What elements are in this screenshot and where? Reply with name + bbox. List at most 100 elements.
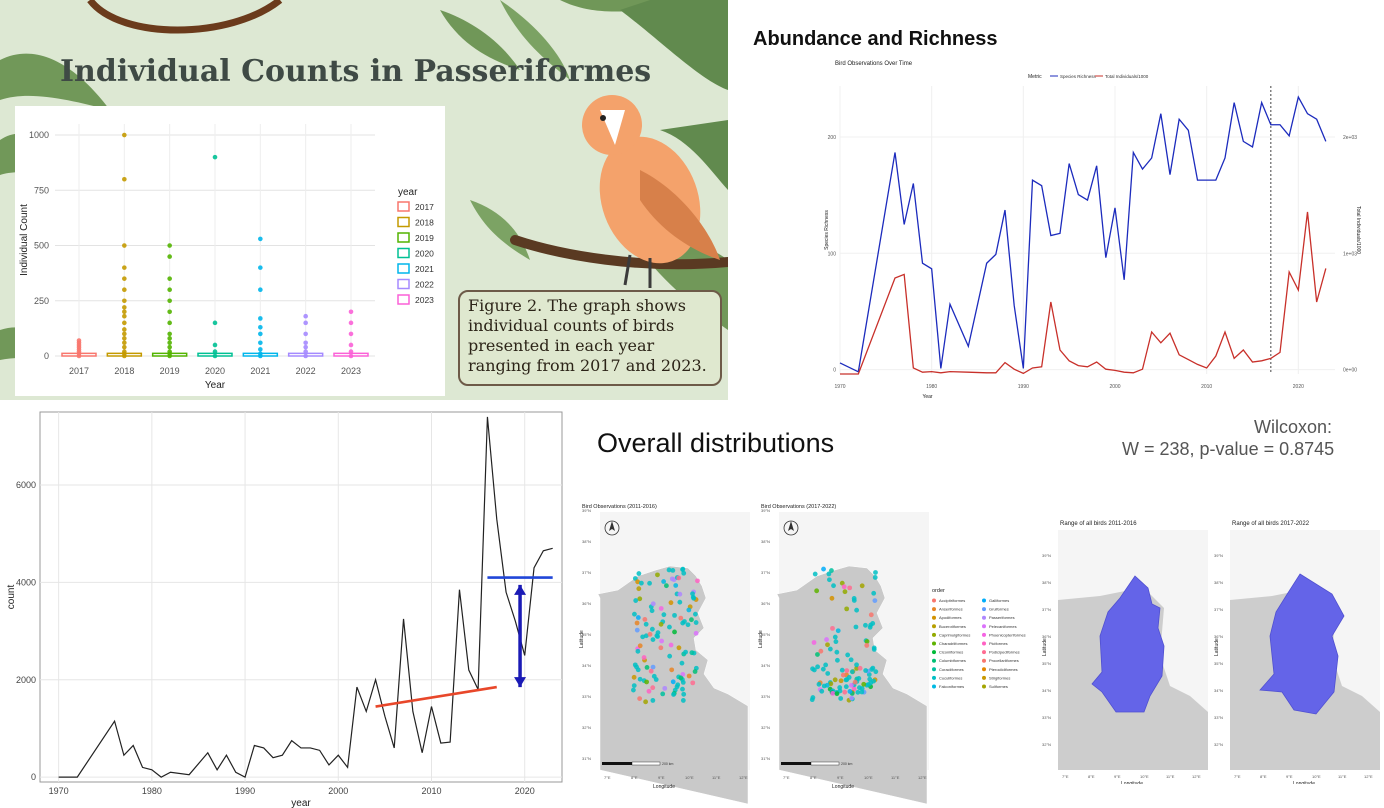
legend-title: year bbox=[398, 187, 418, 198]
legend-swatch bbox=[982, 650, 986, 655]
scale-bar-half bbox=[631, 761, 661, 766]
x-tick-label: 10°E bbox=[1140, 774, 1149, 779]
observation-point bbox=[672, 612, 677, 618]
y-tick-label: 34°N bbox=[582, 663, 591, 668]
observation-point bbox=[632, 611, 637, 617]
x-tick-label: 8°E bbox=[810, 775, 817, 780]
observation-point bbox=[855, 689, 861, 695]
observation-point bbox=[821, 683, 827, 689]
y-tick-label: 33°N bbox=[582, 694, 591, 699]
x-tick-label: 11°E bbox=[712, 775, 721, 780]
y-right-axis-label: Total Individuals/1000 bbox=[1355, 206, 1361, 254]
range-polygon bbox=[1091, 575, 1165, 713]
observation-point bbox=[842, 589, 848, 595]
outlier-point bbox=[122, 265, 127, 270]
observation-point bbox=[670, 567, 676, 573]
observation-point bbox=[693, 620, 699, 625]
y-tick-label: 36°N bbox=[582, 601, 591, 606]
observation-point bbox=[861, 681, 867, 687]
legend-swatch bbox=[397, 294, 410, 305]
outlier-point bbox=[76, 338, 82, 343]
observation-point bbox=[849, 669, 855, 675]
legend-label: 2021 bbox=[415, 264, 434, 274]
observation-point bbox=[852, 679, 858, 685]
y-tick-label: 38°N bbox=[1042, 580, 1051, 585]
observation-point bbox=[823, 662, 829, 668]
y-tick-label: 35°N bbox=[1214, 661, 1223, 666]
x-tick-label: 7°E bbox=[1062, 774, 1069, 779]
y-tick-label: 200 bbox=[828, 135, 837, 141]
x-tick-label: 12°E bbox=[918, 775, 927, 780]
observation-point bbox=[851, 596, 857, 601]
observation-point bbox=[669, 667, 675, 673]
legend-swatch bbox=[932, 667, 936, 672]
observation-point bbox=[864, 639, 870, 644]
x-tick-label: 10°E bbox=[1312, 774, 1321, 779]
observation-point bbox=[844, 668, 850, 674]
x-tick-label: 1980 bbox=[926, 384, 937, 390]
observation-point bbox=[829, 568, 834, 573]
observation-point bbox=[647, 631, 653, 637]
legend-swatch bbox=[397, 232, 410, 243]
legend-swatch bbox=[982, 624, 986, 629]
observation-point bbox=[866, 682, 871, 687]
observation-point bbox=[854, 662, 859, 668]
observation-point bbox=[847, 689, 853, 694]
observation-point bbox=[685, 622, 691, 628]
x-tick-label: 2020 bbox=[205, 366, 225, 376]
outlier-point bbox=[167, 320, 172, 326]
box bbox=[197, 352, 233, 357]
x-tick-label: 8°E bbox=[631, 775, 638, 780]
observation-point bbox=[676, 645, 682, 651]
y-tick-label: 750 bbox=[34, 185, 49, 195]
x-axis-label: Longitude bbox=[1121, 781, 1143, 784]
y-tick-label: 2000 bbox=[16, 675, 36, 685]
map-title: Range of all birds 2011-2016 bbox=[1060, 521, 1137, 527]
observation-point bbox=[864, 643, 870, 648]
outlier-point bbox=[258, 265, 263, 270]
outlier-point bbox=[122, 176, 127, 182]
y-tick-label: 32°N bbox=[582, 725, 591, 730]
outlier-point bbox=[258, 347, 263, 352]
x-tick-label: 1980 bbox=[142, 786, 162, 796]
outlier-point bbox=[167, 276, 172, 281]
observation-point bbox=[673, 583, 679, 588]
y-tick-label: 31°N bbox=[761, 756, 770, 761]
legend-swatch bbox=[932, 658, 936, 663]
arrow-head-down bbox=[514, 677, 527, 688]
series-line-count bbox=[58, 416, 553, 779]
y-tick-label: 38°N bbox=[582, 539, 591, 544]
box bbox=[242, 352, 279, 357]
x-tick-label: 10°E bbox=[864, 775, 873, 780]
y-axis-label: Latitude bbox=[758, 630, 764, 648]
observation-point bbox=[646, 688, 652, 694]
y-tick-label: 35°N bbox=[582, 632, 591, 637]
observation-point bbox=[820, 666, 826, 672]
y-right-tick-label: 2e+03 bbox=[1343, 135, 1357, 141]
observation-point bbox=[633, 598, 639, 603]
outlier-point bbox=[122, 320, 127, 326]
scale-label: 200 km bbox=[662, 762, 674, 766]
observation-point bbox=[635, 615, 641, 620]
observation-point bbox=[668, 600, 674, 606]
observation-point bbox=[839, 667, 845, 673]
legend-label: Strigiformes bbox=[989, 675, 1010, 680]
observation-point bbox=[830, 690, 836, 696]
box bbox=[106, 352, 143, 357]
y-tick-label: 34°N bbox=[1042, 688, 1051, 693]
observation-point bbox=[659, 638, 665, 644]
observation-point bbox=[631, 687, 636, 693]
x-tick-label: 12°E bbox=[1192, 774, 1201, 779]
x-tick-label: 1990 bbox=[1018, 384, 1029, 390]
y-tick-label: 35°N bbox=[761, 632, 770, 637]
chart-title: Bird Observations Over Time bbox=[835, 61, 913, 67]
legend-swatch bbox=[932, 675, 936, 680]
observation-point bbox=[834, 649, 840, 655]
series-line-richness bbox=[839, 95, 1327, 373]
legend-label: Gruiformes bbox=[989, 607, 1009, 612]
y-right-tick-label: 1e+03 bbox=[1343, 251, 1357, 257]
observation-point bbox=[655, 572, 660, 578]
observation-point bbox=[653, 677, 659, 682]
observation-point bbox=[848, 682, 854, 688]
observation-point bbox=[845, 652, 851, 658]
